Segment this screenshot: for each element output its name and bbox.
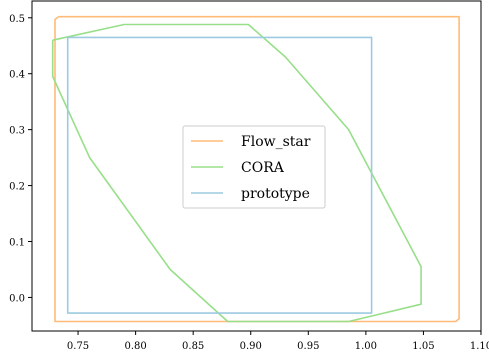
y-tick-label: 0.3: [9, 126, 25, 137]
series-layer: [51, 15, 460, 323]
legend-label-prototype: prototype: [241, 186, 310, 202]
x-tick-label: 0.90: [240, 341, 262, 352]
y-tick-label: 0.5: [9, 14, 25, 25]
ticks-layer: 0.75 0.80 0.85 0.90 0.95 1.00 1.05 1.10 0.0 0.1 0.…: [9, 14, 489, 352]
y-tick-label: 0.4: [9, 70, 25, 81]
series-flow-star-outline: [54, 15, 460, 323]
plot-frame: [31, 0, 482, 332]
legend-box: [182, 125, 326, 209]
legend-label-cora: CORA: [241, 160, 285, 176]
x-tick-label: 1.10: [470, 341, 489, 352]
legend-label-flow-star: Flow_star: [241, 134, 311, 150]
x-tick-label: 0.95: [297, 341, 319, 352]
y-tick-label: 0.2: [9, 182, 25, 193]
legend: Flow_star CORA prototype: [182, 125, 326, 209]
series-prototype-outline: [66, 36, 373, 314]
x-tick-label: 0.85: [182, 341, 204, 352]
x-tick-label: 0.80: [124, 341, 146, 352]
x-tick-label: 1.00: [355, 341, 377, 352]
y-tick-label: 0.1: [9, 238, 25, 249]
series-cora-outline: [51, 23, 422, 323]
x-tick-label: 1.05: [412, 341, 434, 352]
y-tick-label: 0.0: [9, 293, 25, 304]
x-tick-label: 0.75: [67, 341, 89, 352]
